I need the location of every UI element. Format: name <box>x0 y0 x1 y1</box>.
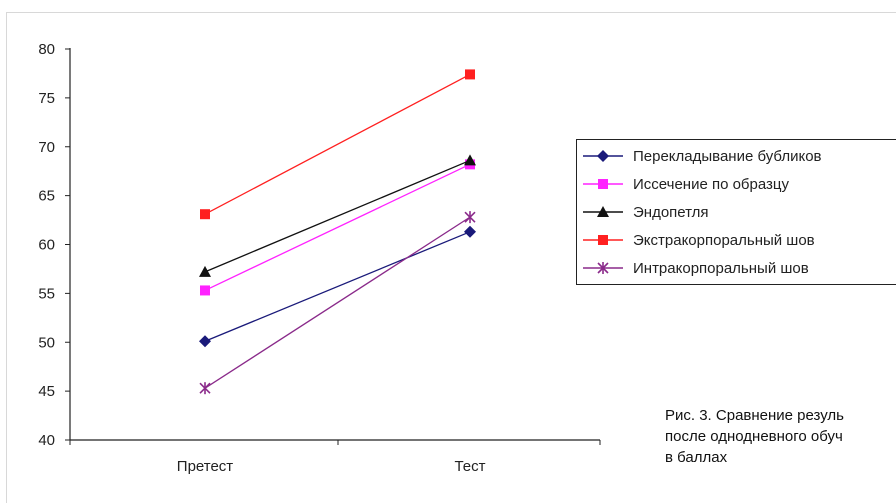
y-tick-label: 45 <box>38 383 55 400</box>
data-point-s4-2 <box>465 69 475 80</box>
data-point-s3-2 <box>464 154 476 166</box>
legend-label: Перекладывание бубликов <box>633 147 822 165</box>
y-tick-label: 70 <box>38 139 55 156</box>
y-tick-label: 40 <box>38 432 55 449</box>
y-tick-label: 55 <box>38 285 55 302</box>
y-tick-label: 75 <box>38 90 55 107</box>
legend-label: Экстракорпоральный шов <box>633 231 815 249</box>
series-line-4 <box>204 73 471 215</box>
data-point-s4-1 <box>200 209 210 220</box>
x-tick-label: Тест <box>454 458 485 475</box>
legend-marker <box>598 179 608 189</box>
legend-item: Перекладывание бубликов <box>577 144 896 168</box>
series-line-2 <box>204 163 471 292</box>
x-tick-label: Претест <box>177 458 234 475</box>
data-point-s5-1 <box>199 382 211 395</box>
legend-item: Экстракорпоральный шов <box>577 228 896 252</box>
data-point-s1-2 <box>464 225 476 238</box>
data-point-s3-1 <box>199 265 211 277</box>
y-tick-label: 60 <box>38 237 55 254</box>
legend: Перекладывание бубликов Иссечение по обра… <box>576 139 896 285</box>
legend-key <box>583 150 623 162</box>
chart-frame <box>6 12 896 503</box>
legend-marker <box>597 150 609 162</box>
legend-marker <box>598 235 608 245</box>
series-line-5 <box>204 216 471 389</box>
legend-item: Иссечение по образцу <box>577 172 896 196</box>
series-line-3 <box>204 159 471 273</box>
legend-marker <box>597 262 609 274</box>
legend-marker <box>597 206 609 217</box>
legend-label: Иссечение по образцу <box>633 175 790 193</box>
legend-key <box>583 235 623 245</box>
legend-item: Эндопетля <box>577 200 896 224</box>
figure-caption: Рис. 3. Сравнение резуль после однодневн… <box>665 405 844 468</box>
y-tick-label: 65 <box>38 188 55 205</box>
y-tick-label: 50 <box>38 334 55 351</box>
caption-line-3: в баллах <box>665 449 728 466</box>
data-point-s2-1 <box>200 285 210 296</box>
legend-item: Интракорпоральный шов <box>577 256 896 280</box>
y-tick-label: 80 <box>38 41 55 58</box>
legend-label: Эндопетля <box>633 203 709 221</box>
legend-label: Интракорпоральный шов <box>633 259 809 277</box>
caption-line-2: после однодневного обуч <box>665 428 843 445</box>
data-point-s1-1 <box>199 335 211 348</box>
series-line-1 <box>204 231 471 342</box>
line-chart: 40 45 50 55 60 65 70 75 80 Претест Тест <box>38 41 601 475</box>
legend-key <box>583 262 623 274</box>
legend-key <box>583 206 623 217</box>
caption-line-1: Рис. 3. Сравнение резуль <box>665 407 844 424</box>
legend-key <box>583 179 623 189</box>
data-point-s5-2 <box>464 211 476 224</box>
